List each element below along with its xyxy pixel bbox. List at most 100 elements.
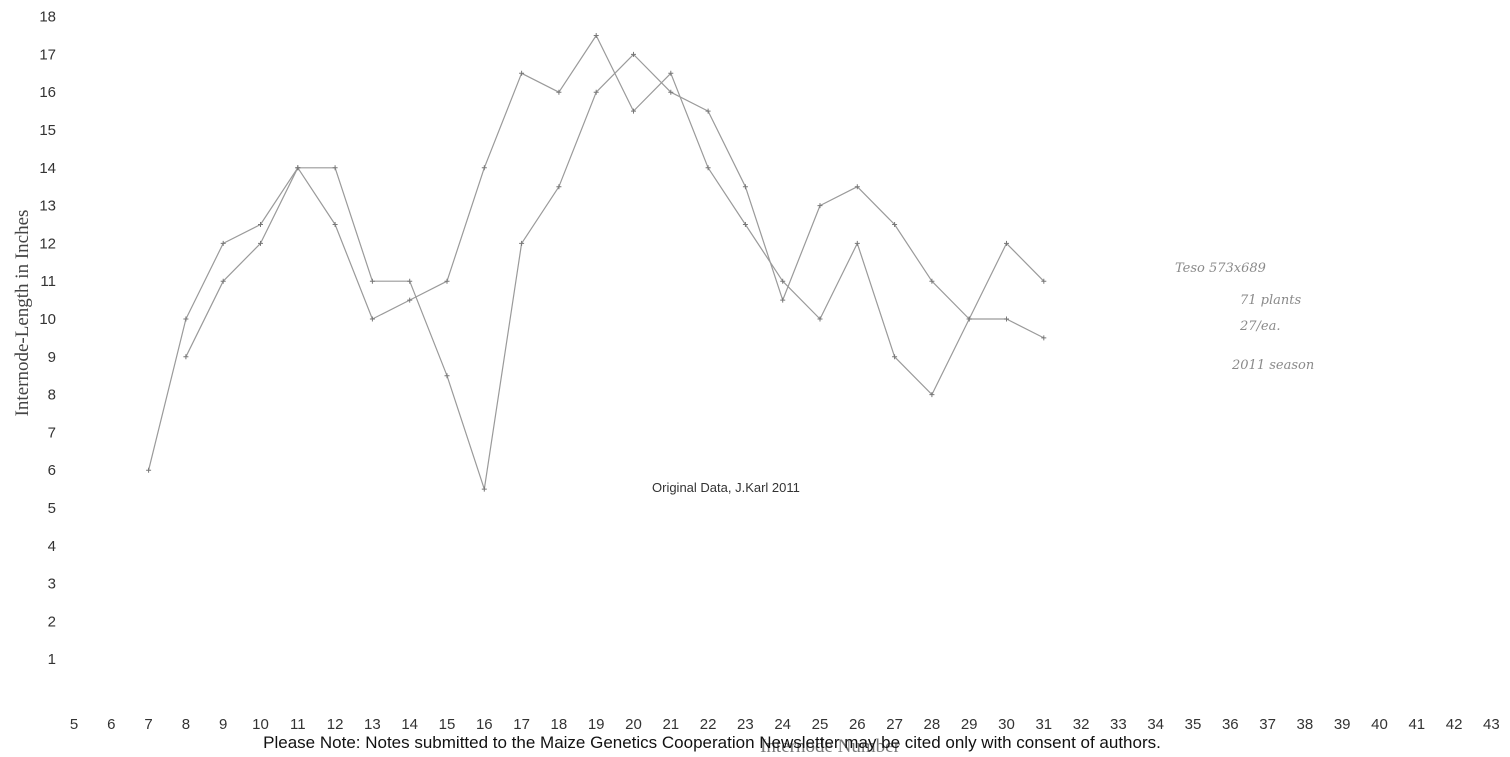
x-tick-label: 31 <box>1035 716 1052 733</box>
x-tick-label: 37 <box>1259 716 1276 733</box>
x-tick-label: 21 <box>662 716 679 733</box>
data-point <box>183 316 189 322</box>
data-point <box>593 89 599 95</box>
x-tick-label: 32 <box>1073 716 1090 733</box>
data-point <box>817 203 823 209</box>
x-tick-label: 15 <box>439 716 456 733</box>
x-tick-label: 40 <box>1371 716 1388 733</box>
data-point <box>444 373 450 379</box>
x-axis-label: Internode Number <box>760 736 900 757</box>
data-point <box>631 51 636 57</box>
y-tick-label: 14 <box>39 160 56 177</box>
y-tick-label: 11 <box>40 273 56 290</box>
data-point <box>407 297 413 303</box>
data-point <box>1004 316 1009 322</box>
x-tick-label: 34 <box>1147 716 1164 733</box>
data-point <box>780 278 786 284</box>
data-point <box>854 184 860 190</box>
series-layer <box>148 34 1045 490</box>
handwritten-note-line-3: 27/ea. <box>1239 319 1281 334</box>
x-tick-labels: 5 6 7 8 9 10 11 12 13 14 15 16 17 18 19 20 21 22 23 24 25 26 2… <box>70 716 1500 733</box>
x-tick-label: 28 <box>924 716 941 733</box>
data-point <box>556 184 562 190</box>
y-tick-label: 12 <box>39 235 56 252</box>
y-tick-label: 1 <box>48 651 56 668</box>
data-point <box>929 278 935 284</box>
data-point <box>220 240 226 246</box>
data-point <box>519 70 525 76</box>
x-tick-label: 8 <box>182 716 190 733</box>
data-point <box>183 354 189 360</box>
data-point <box>593 33 599 38</box>
x-tick-label: 39 <box>1334 716 1351 733</box>
series-line-1 <box>148 53 1045 490</box>
x-tick-label: 36 <box>1222 716 1239 733</box>
data-point <box>817 316 823 322</box>
x-tick-label: 42 <box>1446 716 1463 733</box>
data-point <box>1041 335 1047 341</box>
x-tick-label: 16 <box>476 716 493 733</box>
y-tick-label: 7 <box>48 424 56 441</box>
x-tick-label: 17 <box>513 716 530 733</box>
x-tick-label: 24 <box>774 716 791 733</box>
x-tick-label: 35 <box>1185 716 1202 733</box>
x-tick-label: 30 <box>998 716 1015 733</box>
y-tick-label: 16 <box>39 84 56 101</box>
y-tick-label: 10 <box>39 311 56 328</box>
y-tick-label: 15 <box>39 122 56 139</box>
data-point <box>1004 240 1009 246</box>
data-point <box>1041 278 1047 284</box>
data-point <box>631 108 636 114</box>
data-point <box>966 316 972 322</box>
data-point <box>146 467 152 473</box>
footer-note: Please Note: Notes submitted to the Maiz… <box>263 733 1161 752</box>
data-point <box>742 184 748 190</box>
data-point <box>854 240 860 246</box>
data-point <box>780 297 786 303</box>
y-tick-label: 13 <box>39 198 56 215</box>
x-tick-label: 25 <box>812 716 829 733</box>
data-point <box>220 278 226 284</box>
x-tick-label: 9 <box>219 716 227 733</box>
data-point <box>258 222 263 227</box>
y-tick-label: 18 <box>39 9 56 26</box>
data-point <box>668 70 674 76</box>
x-tick-label: 38 <box>1297 716 1314 733</box>
y-tick-label: 17 <box>39 46 56 63</box>
data-point <box>556 89 562 95</box>
handwritten-note-line-4: 2011 season <box>1231 358 1314 373</box>
y-tick-label: 4 <box>48 538 56 555</box>
x-tick-label: 11 <box>290 716 306 733</box>
data-point <box>369 316 375 322</box>
handwritten-note-line-1: Teso 573x689 <box>1175 261 1266 276</box>
x-tick-label: 29 <box>961 716 978 733</box>
data-point <box>929 392 935 398</box>
x-tick-label: 6 <box>107 716 115 733</box>
x-tick-label: 43 <box>1483 716 1500 733</box>
x-tick-label: 13 <box>364 716 381 733</box>
y-tick-label: 3 <box>48 576 56 593</box>
data-point <box>742 222 748 227</box>
data-point <box>892 222 898 227</box>
x-tick-label: 22 <box>700 716 717 733</box>
data-point <box>668 89 674 95</box>
y-tick-label: 8 <box>48 387 56 404</box>
y-tick-label: 9 <box>48 349 56 366</box>
chart-annotation: Original Data, J.Karl 2011 <box>652 480 800 495</box>
y-tick-label: 5 <box>48 500 56 517</box>
data-point <box>407 278 413 284</box>
y-tick-label: 6 <box>48 462 56 479</box>
points-layer <box>146 33 1047 492</box>
data-point <box>369 278 375 284</box>
y-axis-label: Internode-Length in Inches <box>12 210 33 417</box>
x-tick-label: 27 <box>886 716 903 733</box>
x-tick-label: 7 <box>144 716 152 733</box>
data-point <box>892 354 898 360</box>
x-tick-label: 10 <box>252 716 269 733</box>
data-point <box>332 165 338 171</box>
x-tick-label: 14 <box>401 716 418 733</box>
data-point <box>295 165 301 171</box>
data-point <box>481 165 487 171</box>
